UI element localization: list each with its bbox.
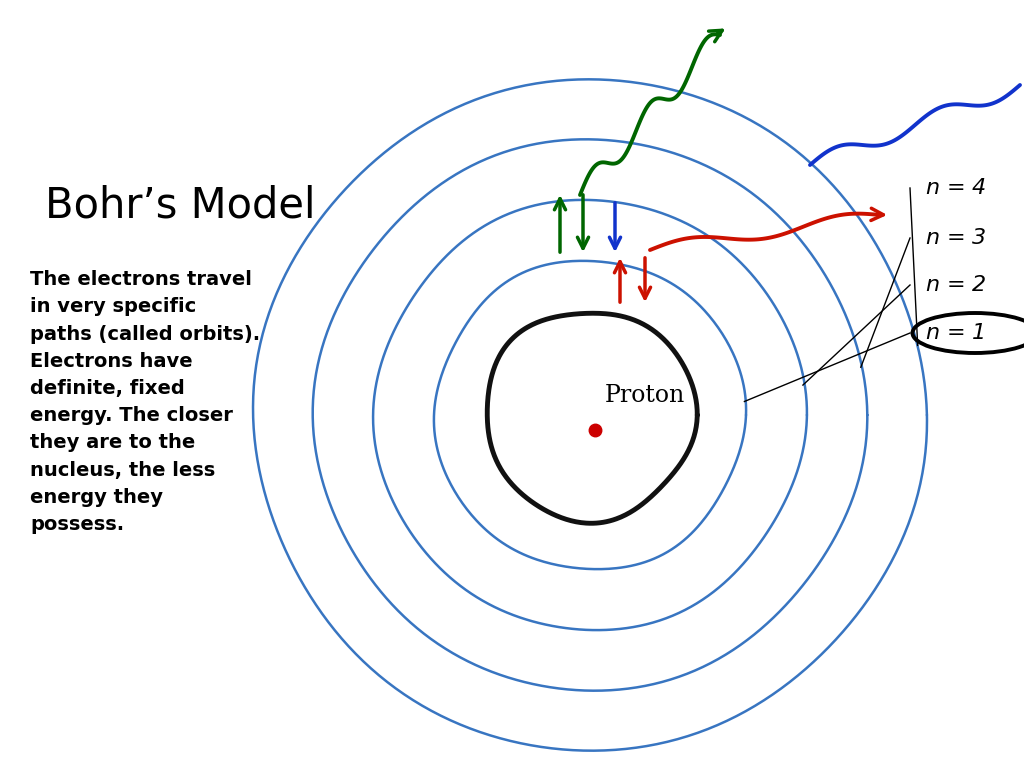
- Text: $n$ = 4: $n$ = 4: [925, 178, 986, 198]
- Text: Bohr’s Model: Bohr’s Model: [45, 185, 315, 227]
- Text: $n$ = 1: $n$ = 1: [925, 323, 985, 343]
- Text: Proton: Proton: [605, 383, 685, 406]
- Text: $n$ = 3: $n$ = 3: [925, 228, 986, 248]
- Text: The electrons travel
in very specific
paths (called orbits).
Electrons have
defi: The electrons travel in very specific pa…: [30, 270, 260, 535]
- Text: $n$ = 2: $n$ = 2: [925, 275, 987, 295]
